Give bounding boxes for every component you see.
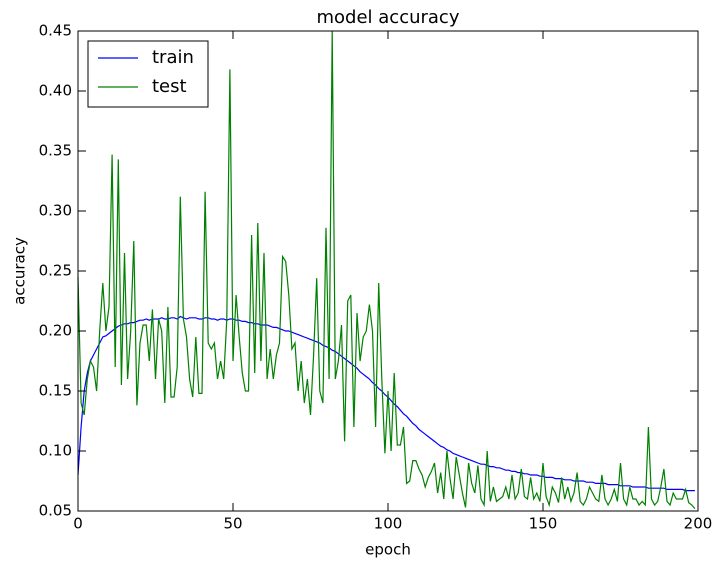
legend-label: train: [152, 47, 194, 68]
y-tick-label: 0.05: [39, 502, 72, 520]
y-tick-label: 0.40: [39, 82, 72, 100]
x-tick-label: 150: [529, 515, 558, 533]
x-tick-label: 50: [223, 515, 242, 533]
y-axis-label: accuracy: [11, 237, 29, 305]
y-tick-label: 0.15: [39, 382, 72, 400]
y-tick-label: 0.10: [39, 442, 72, 460]
x-tick-label: 0: [73, 515, 83, 533]
x-axis-label: epoch: [365, 541, 411, 559]
y-tick-label: 0.20: [39, 322, 72, 340]
x-tick-label: 100: [374, 515, 403, 533]
line-series: [77, 30, 696, 509]
y-tick-label: 0.25: [39, 262, 72, 280]
line-series: [77, 315, 695, 492]
legend-box: [87, 40, 209, 108]
y-tick-label: 0.45: [39, 22, 72, 40]
y-tick-label: 0.30: [39, 202, 72, 220]
legend-label: test: [152, 76, 187, 97]
y-tick-label: 0.35: [39, 142, 72, 160]
chart-title: model accuracy: [317, 7, 460, 28]
x-tick-label: 200: [684, 515, 713, 533]
